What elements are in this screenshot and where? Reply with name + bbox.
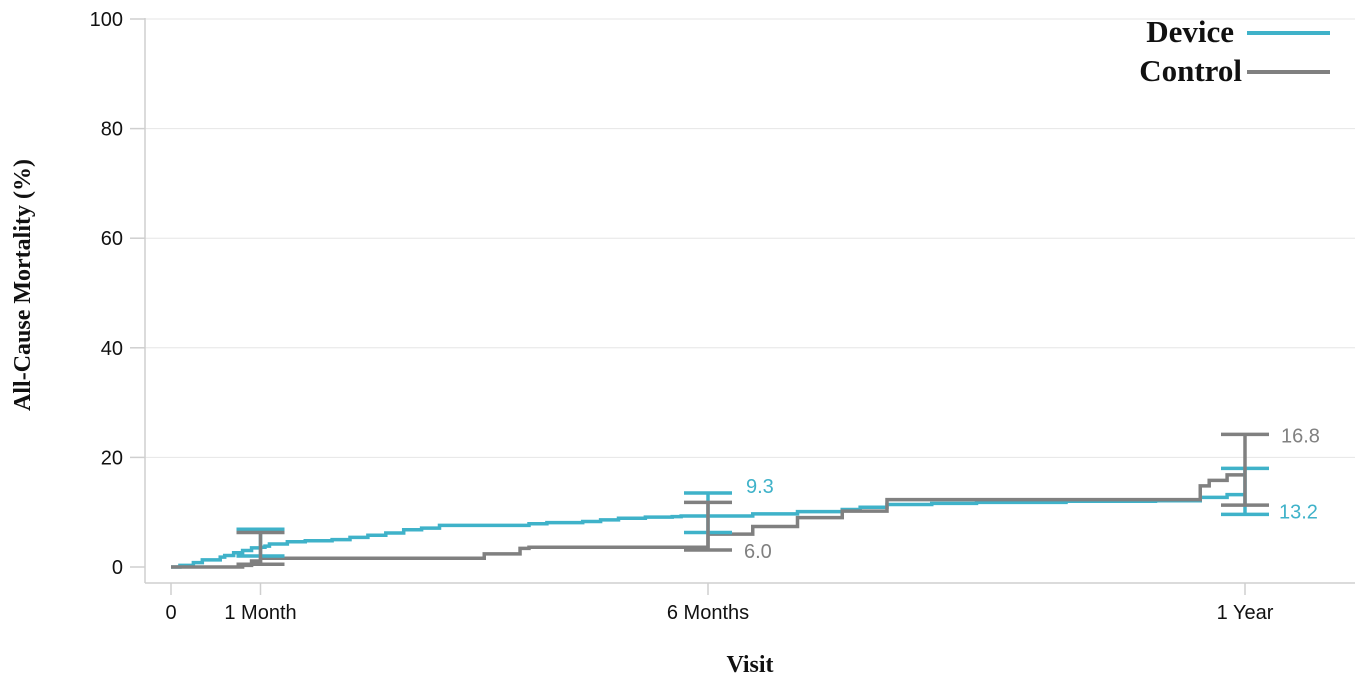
data-label-control-1yr: 16.8 (1281, 425, 1320, 447)
ci-control-1 (684, 500, 732, 552)
axes (144, 18, 1355, 584)
y-ticks: 0 20 40 60 80 100 (90, 9, 145, 579)
y-tick-label-40: 40 (101, 338, 123, 360)
x-tick-label-2: 6 Months (667, 602, 749, 624)
data-label-device-6mo: 9.3 (746, 476, 774, 498)
y-tick-label-80: 80 (101, 119, 123, 141)
data-labels: 9.3 6.0 16.8 13.2 (744, 425, 1320, 563)
y-tick-label-20: 20 (101, 447, 123, 469)
y-tick-label-100: 100 (90, 9, 123, 31)
x-axis-title: Visit (726, 652, 773, 678)
confidence-intervals (236, 432, 1269, 567)
legend-label-device: Device (1146, 14, 1234, 49)
y-tick-label-60: 60 (101, 228, 123, 250)
y-axis-title: All-Cause Mortality (%) (10, 159, 36, 411)
legend: Device Control (1139, 14, 1330, 88)
y-tick-label-0: 0 (112, 557, 123, 579)
ci-control-2 (1221, 432, 1269, 507)
data-label-device-1yr: 13.2 (1279, 501, 1318, 523)
ci-control-0 (236, 530, 285, 567)
data-label-control-6mo: 6.0 (744, 541, 772, 563)
x-ticks: 0 1 Month 6 Months 1 Year (165, 583, 1274, 624)
x-tick-label-0: 0 (165, 602, 176, 624)
legend-label-control: Control (1139, 53, 1242, 88)
x-tick-label-3: 1 Year (1217, 602, 1274, 624)
x-tick-label-1: 1 Month (224, 602, 296, 624)
grid-lines (145, 18, 1355, 458)
